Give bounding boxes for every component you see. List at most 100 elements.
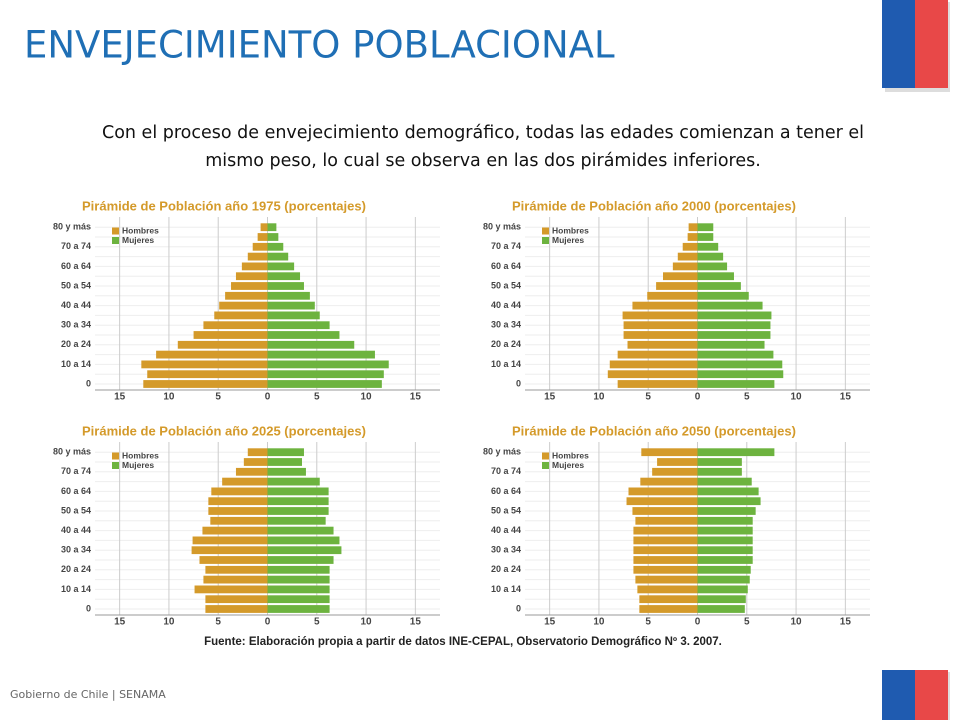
bar (628, 487, 698, 496)
bar (214, 311, 268, 320)
bar (697, 458, 742, 466)
x-tick-label: 10 (163, 392, 175, 403)
footer: Gobierno de Chile | SENAMA (10, 688, 166, 701)
bar (205, 565, 268, 574)
x-tick-label: 5 (744, 392, 750, 403)
bar (697, 350, 774, 359)
x-tick-label: 0 (265, 617, 271, 628)
bar (697, 282, 741, 290)
x-tick-label: 15 (114, 617, 126, 628)
flag-red (915, 0, 948, 88)
bar (656, 282, 698, 290)
bar (247, 448, 268, 457)
legend-swatch (542, 237, 549, 244)
bar (697, 252, 724, 261)
bar (697, 340, 765, 349)
legend-swatch (112, 462, 119, 469)
bar (208, 507, 268, 515)
legend-swatch (542, 452, 549, 460)
x-tick-label: 5 (645, 617, 651, 628)
bar (267, 233, 279, 241)
bar (697, 291, 749, 300)
x-tick-label: 5 (314, 617, 320, 628)
legend-label: Mujeres (552, 460, 584, 470)
y-tick-label: 10 a 14 (61, 584, 91, 594)
chart-title: Pirámide de Población año 2000 (porcenta… (512, 198, 796, 213)
legend-swatch (542, 227, 549, 235)
x-tick-label: 5 (645, 392, 651, 403)
bar (143, 380, 268, 388)
y-tick-label: 40 a 44 (61, 525, 91, 535)
bar (697, 565, 751, 574)
bar (211, 487, 268, 496)
bar (192, 536, 268, 545)
bar (267, 605, 330, 613)
bar (688, 223, 698, 232)
bar (219, 301, 268, 310)
x-tick-label: 5 (215, 617, 221, 628)
bar (697, 497, 761, 506)
bar (267, 321, 330, 330)
x-tick-label: 15 (410, 392, 422, 403)
x-tick-label: 10 (593, 392, 605, 403)
bar (697, 487, 759, 496)
y-tick-label: 80 y más (483, 447, 521, 457)
bar (632, 301, 698, 310)
bar (635, 516, 698, 525)
bar (697, 448, 775, 457)
y-tick-label: 50 a 54 (61, 280, 91, 290)
x-tick-label: 5 (744, 617, 750, 628)
bar (697, 262, 728, 271)
y-tick-label: 70 a 74 (61, 241, 91, 251)
bar (194, 585, 268, 594)
bar (267, 595, 330, 604)
bar (235, 272, 268, 281)
legend-label: Mujeres (122, 235, 154, 245)
body-text: mismo peso, lo cual se observa en las do… (205, 151, 761, 171)
bar (697, 360, 783, 369)
bar (697, 301, 763, 310)
x-tick-label: 15 (840, 617, 852, 628)
y-tick-label: 40 a 44 (491, 525, 521, 535)
y-tick-label: 30 a 34 (61, 545, 91, 555)
legend-swatch (542, 462, 549, 469)
bar (697, 380, 775, 388)
chart-title: Pirámide de Población año 1975 (porcenta… (82, 198, 366, 213)
bar (267, 585, 330, 594)
y-tick-label: 60 a 64 (61, 486, 91, 496)
x-tick-label: 10 (593, 617, 605, 628)
bar (697, 585, 748, 594)
bar (267, 282, 304, 290)
chart-title: Pirámide de Población año 2025 (porcenta… (82, 423, 366, 438)
bar (267, 556, 334, 564)
bar (697, 331, 771, 339)
bar (609, 360, 698, 369)
legend-label: Hombres (552, 225, 589, 235)
bar (235, 467, 268, 476)
bar (687, 233, 698, 241)
bar (267, 487, 329, 496)
x-tick-label: 15 (114, 392, 126, 403)
bar (267, 272, 301, 281)
x-tick-label: 10 (163, 617, 175, 628)
bar (267, 370, 384, 379)
bar (639, 605, 698, 613)
source: Fuente: Elaboración propia a partir de d… (204, 636, 722, 648)
y-tick-label: 10 a 14 (491, 359, 521, 369)
y-tick-label: 50 a 54 (491, 505, 521, 515)
bar (222, 477, 268, 486)
bar (617, 380, 698, 388)
bar (640, 477, 698, 486)
bar (191, 546, 268, 555)
bar (635, 575, 698, 584)
bar (267, 467, 306, 476)
bar (697, 605, 745, 613)
bar (177, 340, 268, 349)
bar (632, 507, 698, 515)
bar (267, 507, 329, 515)
x-tick-label: 5 (215, 392, 221, 403)
bar (267, 262, 295, 271)
bar (657, 458, 698, 466)
bar (267, 380, 382, 388)
